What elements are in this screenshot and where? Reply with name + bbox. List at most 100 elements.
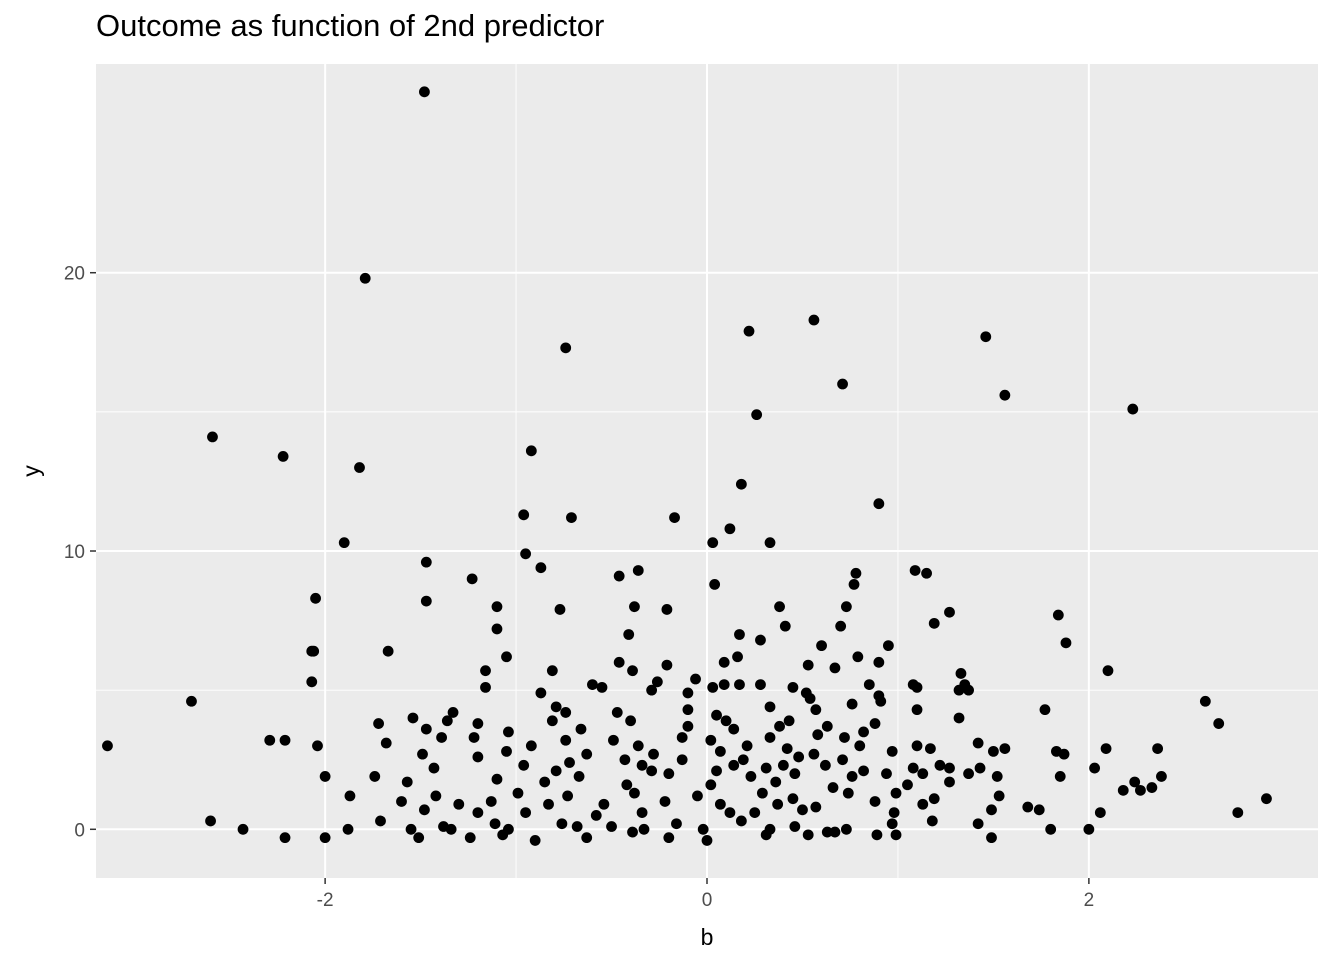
data-point xyxy=(587,679,598,690)
data-point xyxy=(917,798,929,810)
data-point xyxy=(1054,771,1066,782)
data-point xyxy=(646,684,658,696)
data-point xyxy=(401,776,413,788)
data-point xyxy=(629,601,640,613)
data-point xyxy=(846,698,858,710)
data-point xyxy=(869,718,881,729)
data-point xyxy=(625,715,637,727)
data-point xyxy=(821,720,833,732)
data-point xyxy=(986,832,997,844)
data-point xyxy=(420,556,432,568)
data-point xyxy=(682,687,694,699)
data-point xyxy=(237,823,249,835)
data-point xyxy=(556,818,568,830)
data-point xyxy=(846,771,858,782)
data-point xyxy=(797,804,808,816)
data-point xyxy=(890,829,902,841)
data-point xyxy=(764,701,776,713)
data-point xyxy=(1083,823,1095,835)
data-point xyxy=(850,567,862,579)
data-point xyxy=(420,723,432,735)
data-point xyxy=(501,745,512,757)
data-point xyxy=(808,748,820,760)
data-point xyxy=(781,743,793,754)
data-point xyxy=(707,681,719,693)
data-point xyxy=(934,759,946,771)
data-point xyxy=(911,704,923,716)
data-point xyxy=(344,790,356,802)
data-point xyxy=(944,776,955,788)
data-point xyxy=(760,762,772,774)
data-point xyxy=(835,620,847,632)
data-point xyxy=(953,712,965,724)
data-point xyxy=(396,796,407,807)
data-point xyxy=(869,796,881,807)
data-point xyxy=(986,804,997,816)
data-point xyxy=(480,681,491,693)
data-point xyxy=(821,826,833,838)
data-point xyxy=(777,759,789,771)
data-point xyxy=(873,498,885,510)
data-point xyxy=(619,754,631,766)
data-point xyxy=(714,745,726,757)
data-point xyxy=(1060,637,1072,649)
data-point xyxy=(596,681,608,693)
data-point xyxy=(875,695,887,707)
data-point xyxy=(858,726,869,738)
data-point xyxy=(491,623,503,635)
data-point xyxy=(608,734,619,746)
data-point xyxy=(550,701,562,713)
data-point xyxy=(837,378,848,390)
data-point xyxy=(774,720,785,732)
data-point xyxy=(564,757,575,768)
data-point xyxy=(338,537,350,549)
data-point xyxy=(342,823,354,835)
data-point xyxy=(554,604,566,615)
data-point xyxy=(661,604,673,615)
data-point xyxy=(728,723,740,735)
data-point xyxy=(520,548,532,560)
data-point xyxy=(1213,718,1225,729)
data-point xyxy=(944,762,955,774)
data-point xyxy=(659,796,671,807)
y-axis: 0 10 20 xyxy=(64,264,96,841)
data-point xyxy=(407,712,419,724)
data-point xyxy=(718,679,730,690)
data-point xyxy=(745,771,757,782)
data-point xyxy=(1156,771,1167,782)
data-point xyxy=(501,651,512,663)
data-point xyxy=(464,832,476,844)
x-tick-label: 0 xyxy=(702,890,713,911)
data-point xyxy=(405,823,417,835)
data-point xyxy=(955,668,967,679)
data-point xyxy=(512,787,524,799)
data-point xyxy=(944,606,955,618)
data-point xyxy=(988,745,999,757)
data-point xyxy=(692,790,703,802)
data-point xyxy=(207,431,218,443)
data-point xyxy=(373,718,384,729)
data-point xyxy=(909,565,921,576)
data-point xyxy=(312,740,323,752)
data-point xyxy=(205,815,216,827)
data-point xyxy=(991,771,1003,782)
data-point xyxy=(810,801,822,813)
data-point xyxy=(1127,403,1139,415)
data-point xyxy=(375,815,386,827)
data-point xyxy=(581,832,593,844)
data-point xyxy=(888,807,900,819)
data-point xyxy=(428,762,440,774)
data-point xyxy=(581,748,593,760)
data-point xyxy=(430,790,442,802)
data-point xyxy=(1052,609,1064,621)
data-point xyxy=(756,787,768,799)
data-point xyxy=(787,793,799,805)
data-point xyxy=(319,771,331,782)
data-point xyxy=(793,751,805,763)
data-point xyxy=(1033,804,1045,816)
data-point xyxy=(819,759,831,771)
data-point xyxy=(890,787,902,799)
data-point xyxy=(319,832,331,844)
data-point xyxy=(827,782,839,793)
